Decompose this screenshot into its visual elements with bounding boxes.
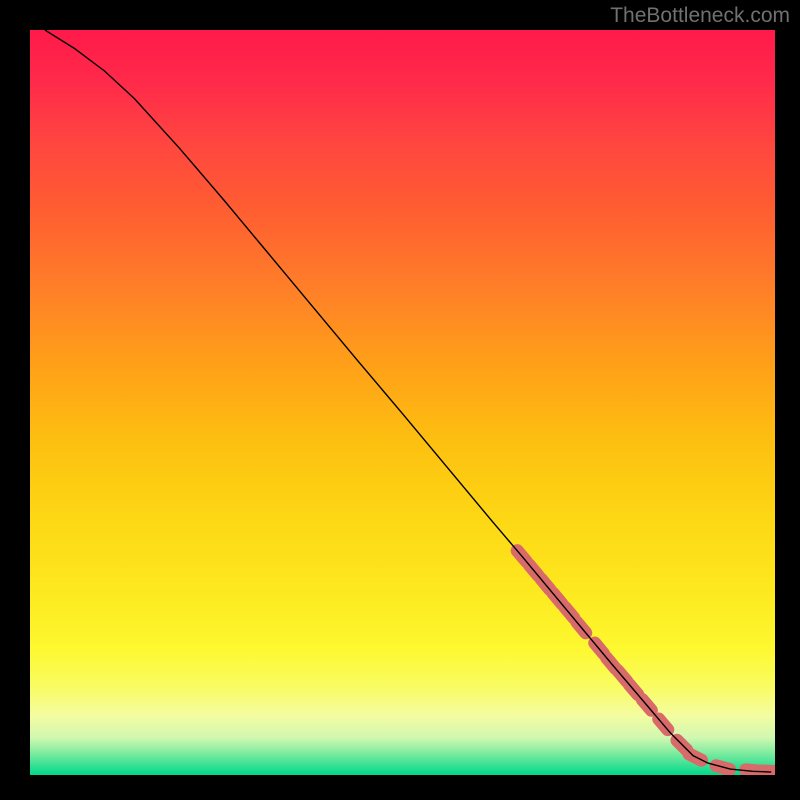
chart-background [30, 30, 775, 775]
chart-container [30, 30, 775, 775]
watermark-text: TheBottleneck.com [610, 4, 790, 28]
chart-svg [30, 30, 775, 775]
